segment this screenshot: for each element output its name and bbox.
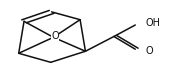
Text: O: O bbox=[51, 31, 59, 41]
Text: OH: OH bbox=[146, 18, 161, 28]
Text: O: O bbox=[146, 46, 154, 56]
